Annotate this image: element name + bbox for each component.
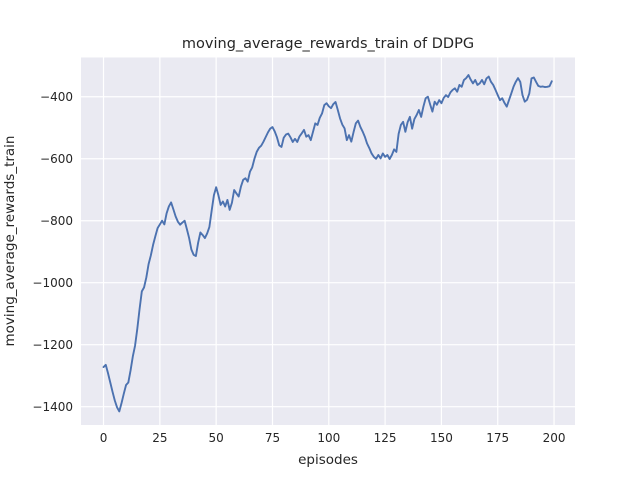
x-tick-label: 50 <box>208 431 224 445</box>
x-tick-label: 175 <box>486 431 510 445</box>
y-tick-label: −1200 <box>32 337 73 352</box>
y-tick-label: −600 <box>40 151 73 166</box>
chart-title: moving_average_rewards_train of DDPG <box>181 36 475 52</box>
data-line <box>102 74 553 413</box>
y-tick-label: −1400 <box>32 399 73 414</box>
y-tick-label: −1000 <box>32 275 73 290</box>
x-tick-label: 200 <box>542 431 566 445</box>
y-tick-label: −400 <box>40 89 73 104</box>
axes-background <box>81 57 575 425</box>
x-tick-label: 25 <box>152 431 168 445</box>
x-tick-label: 100 <box>317 431 341 445</box>
x-tick-label: 150 <box>429 431 453 445</box>
x-axis-label: episodes <box>298 452 358 468</box>
x-tick-label: 0 <box>99 431 108 445</box>
y-tick-label: −800 <box>40 213 73 228</box>
x-tick-label: 125 <box>373 431 397 445</box>
x-tick-label: 75 <box>264 431 281 445</box>
